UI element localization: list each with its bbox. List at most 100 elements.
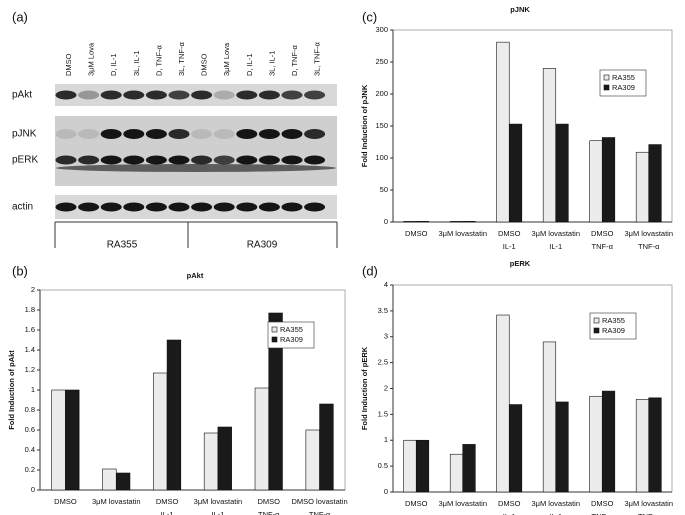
bar [254,387,270,491]
x-tick-label: DMSO [156,497,179,506]
x-tick-label: DMSO [405,229,428,238]
legend-swatch [593,327,600,334]
x-tick-label: TNF-α [638,242,660,251]
lane-label: 3μM Lova [222,42,231,76]
y-tick-label: 3 [384,332,388,341]
bar [635,151,650,223]
x-tick-label: IL-1 [549,512,562,515]
legend-box [267,321,315,349]
bar [589,395,603,493]
y-tick-label: 1 [384,435,388,444]
chart-title: pAkt [187,271,204,280]
bar [635,399,650,493]
bar [496,314,510,493]
bar [462,221,476,223]
blot-strip [55,116,337,186]
x-tick-label: 3μM lovastatin [194,497,243,506]
x-tick-label: TNF-α [592,512,614,515]
blot-band [191,155,213,165]
y-tick-label: 0.4 [25,445,35,454]
lane-label: 3L, IL-1 [267,51,276,76]
bar [203,432,219,491]
blot-band [78,90,100,100]
lane-label: D, IL-1 [109,53,118,76]
legend-label: RA309 [612,83,635,92]
y-tick-label: 50 [380,185,388,194]
legend-box [589,312,637,340]
blot-band [78,155,100,165]
x-tick-label: IL-1 [161,510,174,515]
group-label: RA355 [107,240,138,251]
blot-band [258,90,280,100]
blot-band [213,155,235,165]
y-tick-label: 0 [384,217,388,226]
x-tick-label: 3μM lovastatin [531,229,580,238]
blot-band [145,155,167,165]
blot-band [123,129,145,139]
chart-title: pERK [510,259,531,268]
bar [415,439,430,493]
blot-band [213,129,235,139]
blot-band [168,90,190,100]
band-label: actin [12,202,33,213]
blot-band [55,155,77,165]
bar [449,453,464,493]
bar [153,372,168,491]
x-tick-label: DMSO [54,497,77,506]
bar [542,341,557,493]
blot-band [145,202,167,212]
blot-band [56,164,336,172]
blot-band [55,202,77,212]
legend-swatch [603,84,610,91]
lane-label: DMSO [200,53,209,76]
bar [319,403,334,491]
bar [403,439,417,493]
y-tick-label: 1.5 [378,409,388,418]
legend-label: RA355 [612,73,635,82]
bar [65,389,80,491]
y-tick-label: 300 [375,25,388,34]
panel-label: (d) [362,263,378,278]
legend-swatch [271,336,278,343]
x-tick-label: TNF-α [309,510,331,515]
y-tick-label: 250 [375,57,388,66]
x-tick-label: 3μM lovastatin [438,229,487,238]
blot-band [236,90,258,100]
blot-band [78,202,100,212]
y-tick-label: 2.5 [378,358,388,367]
x-tick-label: DMSO [405,499,428,508]
band-label: pERK [12,155,38,166]
blot-band [100,155,122,165]
bar [648,144,662,223]
y-axis-title: Fold Induction of pERK [360,346,369,430]
bar [449,221,464,223]
lane-label: 3μM Lova [87,42,96,76]
x-tick-label: 3μM lovastatin [624,499,673,508]
bar [555,123,569,223]
bar [648,397,662,493]
x-tick-label: IL-1 [503,242,516,251]
blot-band [123,155,145,165]
bar [601,137,616,223]
x-tick-label: DMSO [591,499,614,508]
legend-swatch [271,326,278,333]
bar [403,221,417,223]
bar [217,426,232,491]
legend-label: RA309 [280,335,303,344]
x-tick-label: IL-1 [549,242,562,251]
x-tick-label: DMSO [591,229,614,238]
bar [462,444,476,493]
y-tick-label: 100 [375,153,388,162]
blot-band [123,90,145,100]
x-tick-label: TNF-α [258,510,280,515]
y-tick-label: 200 [375,89,388,98]
blot-band [236,202,258,212]
x-tick-label: 3μM lovastatin [92,497,141,506]
blot-band [281,155,303,165]
legend-label: RA309 [602,326,625,335]
bar [51,389,66,491]
x-tick-label: TNF-α [638,512,660,515]
blot-band [304,202,326,212]
blot-band [281,129,303,139]
